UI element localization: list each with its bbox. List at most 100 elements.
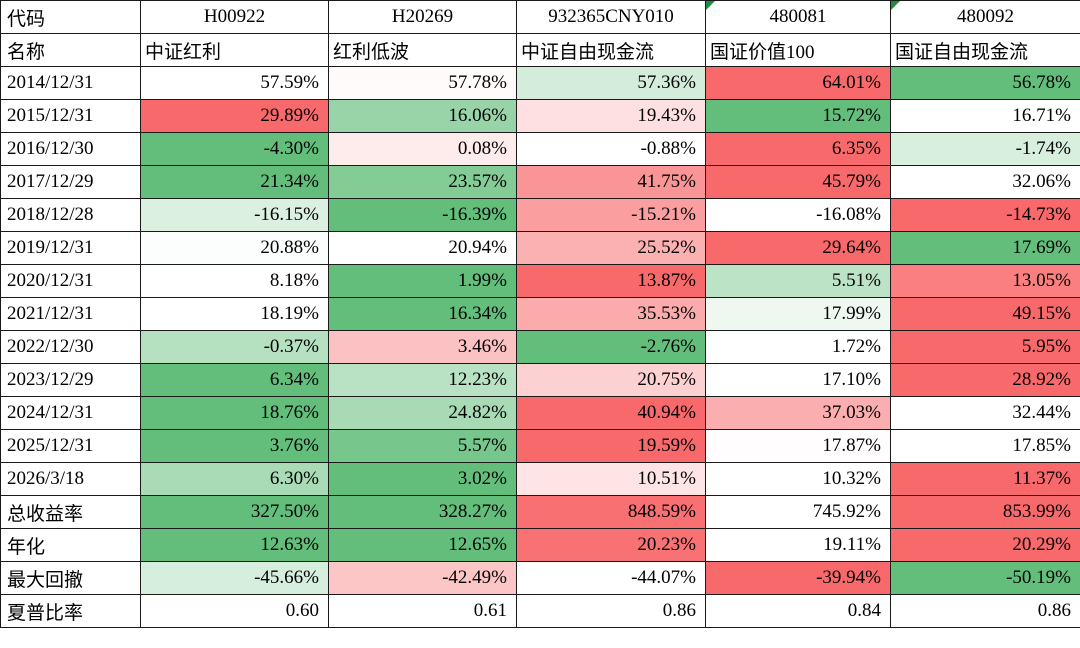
return-value-cell[interactable]: -16.15% bbox=[140, 198, 329, 232]
return-value-cell[interactable]: 6.30% bbox=[140, 462, 329, 496]
return-value-cell[interactable]: 57.36% bbox=[516, 66, 706, 100]
return-value-cell[interactable]: 49.15% bbox=[890, 297, 1080, 331]
index-code-cell[interactable]: 480092 bbox=[890, 0, 1080, 34]
return-value-cell[interactable]: 0.86 bbox=[890, 594, 1080, 628]
return-value-cell[interactable]: 12.65% bbox=[328, 528, 517, 562]
return-value-cell[interactable]: -2.76% bbox=[516, 330, 706, 364]
return-value-cell[interactable]: 57.59% bbox=[140, 66, 329, 100]
return-value-cell[interactable]: 20.94% bbox=[328, 231, 517, 265]
return-value-cell[interactable]: 13.87% bbox=[516, 264, 706, 298]
index-code-cell[interactable]: H00922 bbox=[140, 0, 329, 34]
return-value-cell[interactable]: -15.21% bbox=[516, 198, 706, 232]
return-value-cell[interactable]: 45.79% bbox=[705, 165, 891, 199]
return-value-cell[interactable]: 25.52% bbox=[516, 231, 706, 265]
row-label-cell[interactable]: 2022/12/30 bbox=[0, 330, 141, 364]
return-value-cell[interactable]: -4.30% bbox=[140, 132, 329, 166]
return-value-cell[interactable]: 35.53% bbox=[516, 297, 706, 331]
return-value-cell[interactable]: 28.92% bbox=[890, 363, 1080, 397]
return-value-cell[interactable]: 17.85% bbox=[890, 429, 1080, 463]
return-value-cell[interactable]: 29.89% bbox=[140, 99, 329, 133]
return-value-cell[interactable]: 12.63% bbox=[140, 528, 329, 562]
return-value-cell[interactable]: -42.49% bbox=[328, 561, 517, 595]
row-label-cell[interactable]: 2015/12/31 bbox=[0, 99, 141, 133]
row-label-cell[interactable]: 2017/12/29 bbox=[0, 165, 141, 199]
return-value-cell[interactable]: 23.57% bbox=[328, 165, 517, 199]
row-label-cell[interactable]: 2023/12/29 bbox=[0, 363, 141, 397]
return-value-cell[interactable]: 32.44% bbox=[890, 396, 1080, 430]
return-value-cell[interactable]: -16.08% bbox=[705, 198, 891, 232]
return-value-cell[interactable]: -16.39% bbox=[328, 198, 517, 232]
row-label-cell[interactable]: 2025/12/31 bbox=[0, 429, 141, 463]
return-value-cell[interactable]: 13.05% bbox=[890, 264, 1080, 298]
return-value-cell[interactable]: 20.88% bbox=[140, 231, 329, 265]
row-label-cell[interactable]: 2024/12/31 bbox=[0, 396, 141, 430]
return-value-cell[interactable]: -0.37% bbox=[140, 330, 329, 364]
return-value-cell[interactable]: 0.84 bbox=[705, 594, 891, 628]
index-code-cell[interactable]: 932365CNY010 bbox=[516, 0, 706, 34]
return-value-cell[interactable]: 41.75% bbox=[516, 165, 706, 199]
index-name-cell[interactable]: 中证自由现金流 bbox=[516, 33, 706, 67]
row-label-cell[interactable]: 2019/12/31 bbox=[0, 231, 141, 265]
return-value-cell[interactable]: 16.34% bbox=[328, 297, 517, 331]
return-value-cell[interactable]: 15.72% bbox=[705, 99, 891, 133]
return-value-cell[interactable]: 1.72% bbox=[705, 330, 891, 364]
return-value-cell[interactable]: 6.35% bbox=[705, 132, 891, 166]
return-value-cell[interactable]: -45.66% bbox=[140, 561, 329, 595]
row-label-cell[interactable]: 2014/12/31 bbox=[0, 66, 141, 100]
return-value-cell[interactable]: 16.06% bbox=[328, 99, 517, 133]
row-label-cell[interactable]: 夏普比率 bbox=[0, 594, 141, 628]
return-value-cell[interactable]: 848.59% bbox=[516, 495, 706, 529]
return-value-cell[interactable]: 64.01% bbox=[705, 66, 891, 100]
return-value-cell[interactable]: 29.64% bbox=[705, 231, 891, 265]
return-value-cell[interactable]: 745.92% bbox=[705, 495, 891, 529]
index-name-cell[interactable]: 中证红利 bbox=[140, 33, 329, 67]
return-value-cell[interactable]: 0.60 bbox=[140, 594, 329, 628]
row-label-cell[interactable]: 2016/12/30 bbox=[0, 132, 141, 166]
return-value-cell[interactable]: -39.94% bbox=[705, 561, 891, 595]
return-value-cell[interactable]: 19.11% bbox=[705, 528, 891, 562]
return-value-cell[interactable]: 6.34% bbox=[140, 363, 329, 397]
return-value-cell[interactable]: 17.69% bbox=[890, 231, 1080, 265]
return-value-cell[interactable]: 5.51% bbox=[705, 264, 891, 298]
return-value-cell[interactable]: 17.10% bbox=[705, 363, 891, 397]
row-label-cell[interactable]: 2026/3/18 bbox=[0, 462, 141, 496]
code-row-label-cell[interactable]: 代码 bbox=[0, 0, 141, 34]
return-value-cell[interactable]: 24.82% bbox=[328, 396, 517, 430]
index-name-cell[interactable]: 国证自由现金流 bbox=[890, 33, 1080, 67]
return-value-cell[interactable]: 3.46% bbox=[328, 330, 517, 364]
return-value-cell[interactable]: 19.59% bbox=[516, 429, 706, 463]
name-row-label-cell[interactable]: 名称 bbox=[0, 33, 141, 67]
return-value-cell[interactable]: 20.23% bbox=[516, 528, 706, 562]
return-value-cell[interactable]: 18.76% bbox=[140, 396, 329, 430]
return-value-cell[interactable]: 20.75% bbox=[516, 363, 706, 397]
return-value-cell[interactable]: 5.57% bbox=[328, 429, 517, 463]
return-value-cell[interactable]: 328.27% bbox=[328, 495, 517, 529]
return-value-cell[interactable]: 8.18% bbox=[140, 264, 329, 298]
return-value-cell[interactable]: 20.29% bbox=[890, 528, 1080, 562]
return-value-cell[interactable]: 17.99% bbox=[705, 297, 891, 331]
return-value-cell[interactable]: -1.74% bbox=[890, 132, 1080, 166]
return-value-cell[interactable]: 0.61 bbox=[328, 594, 517, 628]
return-value-cell[interactable]: 853.99% bbox=[890, 495, 1080, 529]
return-value-cell[interactable]: 32.06% bbox=[890, 165, 1080, 199]
return-value-cell[interactable]: 10.32% bbox=[705, 462, 891, 496]
return-value-cell[interactable]: 1.99% bbox=[328, 264, 517, 298]
return-value-cell[interactable]: -14.73% bbox=[890, 198, 1080, 232]
return-value-cell[interactable]: 0.86 bbox=[516, 594, 706, 628]
row-label-cell[interactable]: 最大回撤 bbox=[0, 561, 141, 595]
row-label-cell[interactable]: 2018/12/28 bbox=[0, 198, 141, 232]
index-code-cell[interactable]: H20269 bbox=[328, 0, 517, 34]
return-value-cell[interactable]: 12.23% bbox=[328, 363, 517, 397]
return-value-cell[interactable]: 10.51% bbox=[516, 462, 706, 496]
return-value-cell[interactable]: 16.71% bbox=[890, 99, 1080, 133]
return-value-cell[interactable]: 21.34% bbox=[140, 165, 329, 199]
row-label-cell[interactable]: 2020/12/31 bbox=[0, 264, 141, 298]
return-value-cell[interactable]: -50.19% bbox=[890, 561, 1080, 595]
return-value-cell[interactable]: -0.88% bbox=[516, 132, 706, 166]
index-name-cell[interactable]: 国证价值100 bbox=[705, 33, 891, 67]
return-value-cell[interactable]: 3.02% bbox=[328, 462, 517, 496]
return-value-cell[interactable]: 3.76% bbox=[140, 429, 329, 463]
return-value-cell[interactable]: -44.07% bbox=[516, 561, 706, 595]
return-value-cell[interactable]: 0.08% bbox=[328, 132, 517, 166]
return-value-cell[interactable]: 327.50% bbox=[140, 495, 329, 529]
